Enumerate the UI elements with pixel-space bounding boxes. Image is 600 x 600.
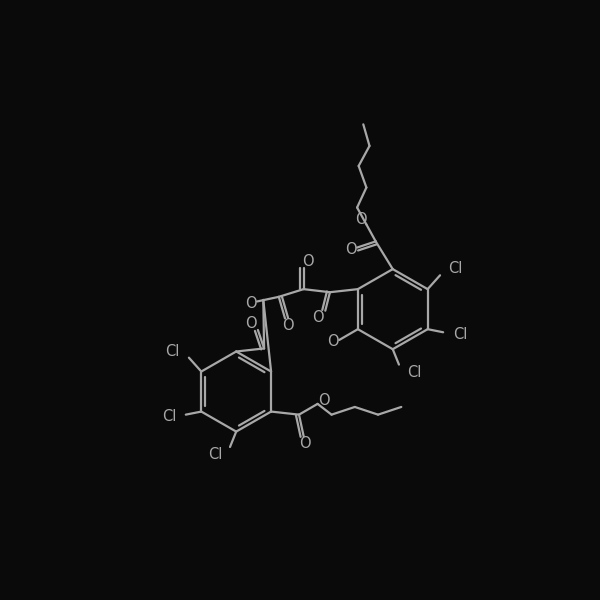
Text: O: O [345, 242, 357, 257]
Text: Cl: Cl [448, 261, 462, 276]
Text: O: O [313, 310, 324, 325]
Text: O: O [299, 436, 311, 451]
Text: Cl: Cl [407, 365, 421, 380]
Text: O: O [355, 212, 367, 227]
Text: O: O [245, 295, 257, 311]
Text: O: O [318, 393, 329, 408]
Text: Cl: Cl [162, 409, 176, 424]
Text: Cl: Cl [165, 344, 179, 359]
Text: O: O [282, 318, 294, 333]
Text: Cl: Cl [208, 447, 222, 462]
Text: O: O [302, 254, 313, 269]
Text: O: O [327, 334, 339, 349]
Text: O: O [245, 316, 257, 331]
Text: Cl: Cl [453, 327, 467, 342]
